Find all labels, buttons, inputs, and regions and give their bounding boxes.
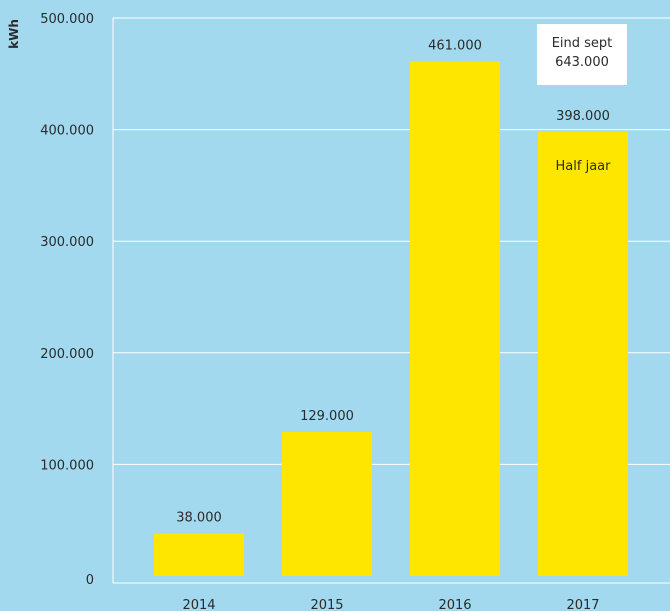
x-tick-label-2015: 2015 xyxy=(310,598,343,611)
y-tick-label: 400.000 xyxy=(40,124,94,139)
bar-2017 xyxy=(538,131,628,576)
y-tick-label: 300.000 xyxy=(40,235,94,250)
bar-2015 xyxy=(282,432,372,576)
callout-line-1: Eind sept xyxy=(552,36,613,51)
y-tick-label: 200.000 xyxy=(40,347,94,362)
x-tick-label-2016: 2016 xyxy=(438,598,471,611)
callout-box: Eind sept 643.000 xyxy=(537,24,627,85)
x-tick-label-2017: 2017 xyxy=(566,598,599,611)
callout-line-2: 643.000 xyxy=(555,55,609,70)
callout-background xyxy=(537,24,627,85)
data-label-2017: 398.000 xyxy=(556,109,610,124)
data-labels: 38.000 129.000 461.000 398.000 xyxy=(176,39,610,526)
bars xyxy=(154,61,628,577)
data-label-2016: 461.000 xyxy=(428,39,482,54)
y-tick-label: 500.000 xyxy=(40,12,94,27)
y-axis-label: kWh xyxy=(7,19,21,49)
x-axis-ticks: 2014 2015 2016 2017 xyxy=(182,598,599,611)
y-tick-label: 100.000 xyxy=(40,458,94,473)
data-label-2015: 129.000 xyxy=(300,409,354,424)
y-tick-label: 0 xyxy=(86,573,94,588)
x-tick-label-2014: 2014 xyxy=(182,598,215,611)
y-axis-ticks: 0 100.000 200.000 300.000 400.000 500.000 xyxy=(40,12,94,588)
data-label-2014: 38.000 xyxy=(176,511,222,526)
bar-2014 xyxy=(154,533,244,576)
bar-note-half-jaar: Half jaar xyxy=(556,159,612,174)
bar-2016 xyxy=(410,61,500,577)
